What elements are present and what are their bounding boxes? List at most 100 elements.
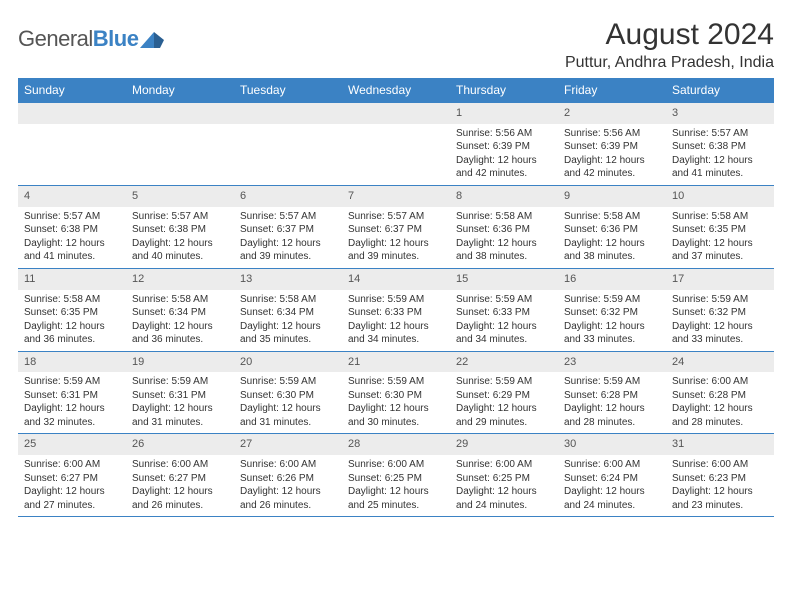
sunrise-text: Sunrise: 5:57 AM [672,127,768,141]
day1-text: Daylight: 12 hours [672,485,768,499]
day2-text: and 33 minutes. [672,333,768,347]
day-number [342,103,450,124]
day-cell: Sunrise: 5:57 AMSunset: 6:38 PMDaylight:… [126,207,234,269]
day2-text: and 23 minutes. [672,499,768,513]
day2-text: and 39 minutes. [240,250,336,264]
day1-text: Daylight: 12 hours [564,237,660,251]
day-cell: Sunrise: 5:57 AMSunset: 6:37 PMDaylight:… [342,207,450,269]
sunrise-text: Sunrise: 6:00 AM [672,375,768,389]
day1-text: Daylight: 12 hours [240,485,336,499]
day-number: 18 [18,351,126,372]
day-number: 27 [234,434,342,455]
day-number: 9 [558,185,666,206]
day-number: 26 [126,434,234,455]
day1-text: Daylight: 12 hours [456,237,552,251]
day-cell: Sunrise: 6:00 AMSunset: 6:24 PMDaylight:… [558,455,666,517]
sunset-text: Sunset: 6:33 PM [456,306,552,320]
day1-text: Daylight: 12 hours [24,320,120,334]
logo-text: GeneralBlue [18,26,138,52]
sunset-text: Sunset: 6:38 PM [672,140,768,154]
day-number: 20 [234,351,342,372]
day-number: 7 [342,185,450,206]
day-cell: Sunrise: 5:59 AMSunset: 6:33 PMDaylight:… [450,290,558,352]
sunset-text: Sunset: 6:27 PM [24,472,120,486]
day2-text: and 26 minutes. [132,499,228,513]
day2-text: and 29 minutes. [456,416,552,430]
day2-text: and 38 minutes. [456,250,552,264]
day1-text: Daylight: 12 hours [132,237,228,251]
day1-text: Daylight: 12 hours [24,485,120,499]
sunset-text: Sunset: 6:38 PM [132,223,228,237]
sunset-text: Sunset: 6:33 PM [348,306,444,320]
sunset-text: Sunset: 6:36 PM [564,223,660,237]
day-number: 14 [342,268,450,289]
sunrise-text: Sunrise: 6:00 AM [24,458,120,472]
day-number-row: 45678910 [18,185,774,206]
day2-text: and 41 minutes. [672,167,768,181]
day1-text: Daylight: 12 hours [348,320,444,334]
logo-triangle-icon [140,30,164,48]
day-cell: Sunrise: 5:59 AMSunset: 6:32 PMDaylight:… [558,290,666,352]
sunset-text: Sunset: 6:32 PM [564,306,660,320]
day-number: 23 [558,351,666,372]
day-number: 10 [666,185,774,206]
day2-text: and 36 minutes. [24,333,120,347]
day-number [126,103,234,124]
day-cell [18,124,126,186]
day-cell: Sunrise: 5:58 AMSunset: 6:34 PMDaylight:… [234,290,342,352]
day-cell [126,124,234,186]
day-cell: Sunrise: 5:56 AMSunset: 6:39 PMDaylight:… [450,124,558,186]
day1-text: Daylight: 12 hours [564,402,660,416]
sunset-text: Sunset: 6:37 PM [240,223,336,237]
day1-text: Daylight: 12 hours [348,237,444,251]
day-cell: Sunrise: 5:58 AMSunset: 6:35 PMDaylight:… [18,290,126,352]
weekday-header: Friday [558,78,666,103]
sunrise-text: Sunrise: 5:59 AM [24,375,120,389]
day-number [234,103,342,124]
sunset-text: Sunset: 6:23 PM [672,472,768,486]
day1-text: Daylight: 12 hours [564,320,660,334]
day-content-row: Sunrise: 5:59 AMSunset: 6:31 PMDaylight:… [18,372,774,434]
sunset-text: Sunset: 6:31 PM [24,389,120,403]
day-number: 1 [450,103,558,124]
sunrise-text: Sunrise: 5:58 AM [132,293,228,307]
calendar-table: Sunday Monday Tuesday Wednesday Thursday… [18,78,774,517]
day-number: 29 [450,434,558,455]
sunset-text: Sunset: 6:36 PM [456,223,552,237]
day1-text: Daylight: 12 hours [132,402,228,416]
day2-text: and 34 minutes. [456,333,552,347]
day1-text: Daylight: 12 hours [564,154,660,168]
day-cell [342,124,450,186]
day-content-row: Sunrise: 6:00 AMSunset: 6:27 PMDaylight:… [18,455,774,517]
sunrise-text: Sunrise: 5:57 AM [132,210,228,224]
day2-text: and 32 minutes. [24,416,120,430]
sunset-text: Sunset: 6:34 PM [132,306,228,320]
day-cell: Sunrise: 5:59 AMSunset: 6:29 PMDaylight:… [450,372,558,434]
sunset-text: Sunset: 6:39 PM [456,140,552,154]
day2-text: and 38 minutes. [564,250,660,264]
weekday-header: Wednesday [342,78,450,103]
day2-text: and 37 minutes. [672,250,768,264]
sunrise-text: Sunrise: 5:59 AM [456,375,552,389]
day-number: 12 [126,268,234,289]
day-number-row: 25262728293031 [18,434,774,455]
day2-text: and 39 minutes. [348,250,444,264]
day-number: 30 [558,434,666,455]
weekday-header: Monday [126,78,234,103]
day2-text: and 24 minutes. [456,499,552,513]
sunrise-text: Sunrise: 6:00 AM [672,458,768,472]
day1-text: Daylight: 12 hours [240,320,336,334]
day-number: 21 [342,351,450,372]
sunset-text: Sunset: 6:30 PM [348,389,444,403]
day-number: 2 [558,103,666,124]
day1-text: Daylight: 12 hours [672,154,768,168]
title-block: August 2024 Puttur, Andhra Pradesh, Indi… [565,18,774,72]
sunrise-text: Sunrise: 6:00 AM [348,458,444,472]
sunset-text: Sunset: 6:25 PM [348,472,444,486]
day-cell: Sunrise: 5:59 AMSunset: 6:31 PMDaylight:… [126,372,234,434]
day-cell: Sunrise: 5:57 AMSunset: 6:38 PMDaylight:… [666,124,774,186]
day-number: 31 [666,434,774,455]
day-cell: Sunrise: 5:58 AMSunset: 6:36 PMDaylight:… [450,207,558,269]
day2-text: and 36 minutes. [132,333,228,347]
day2-text: and 31 minutes. [240,416,336,430]
